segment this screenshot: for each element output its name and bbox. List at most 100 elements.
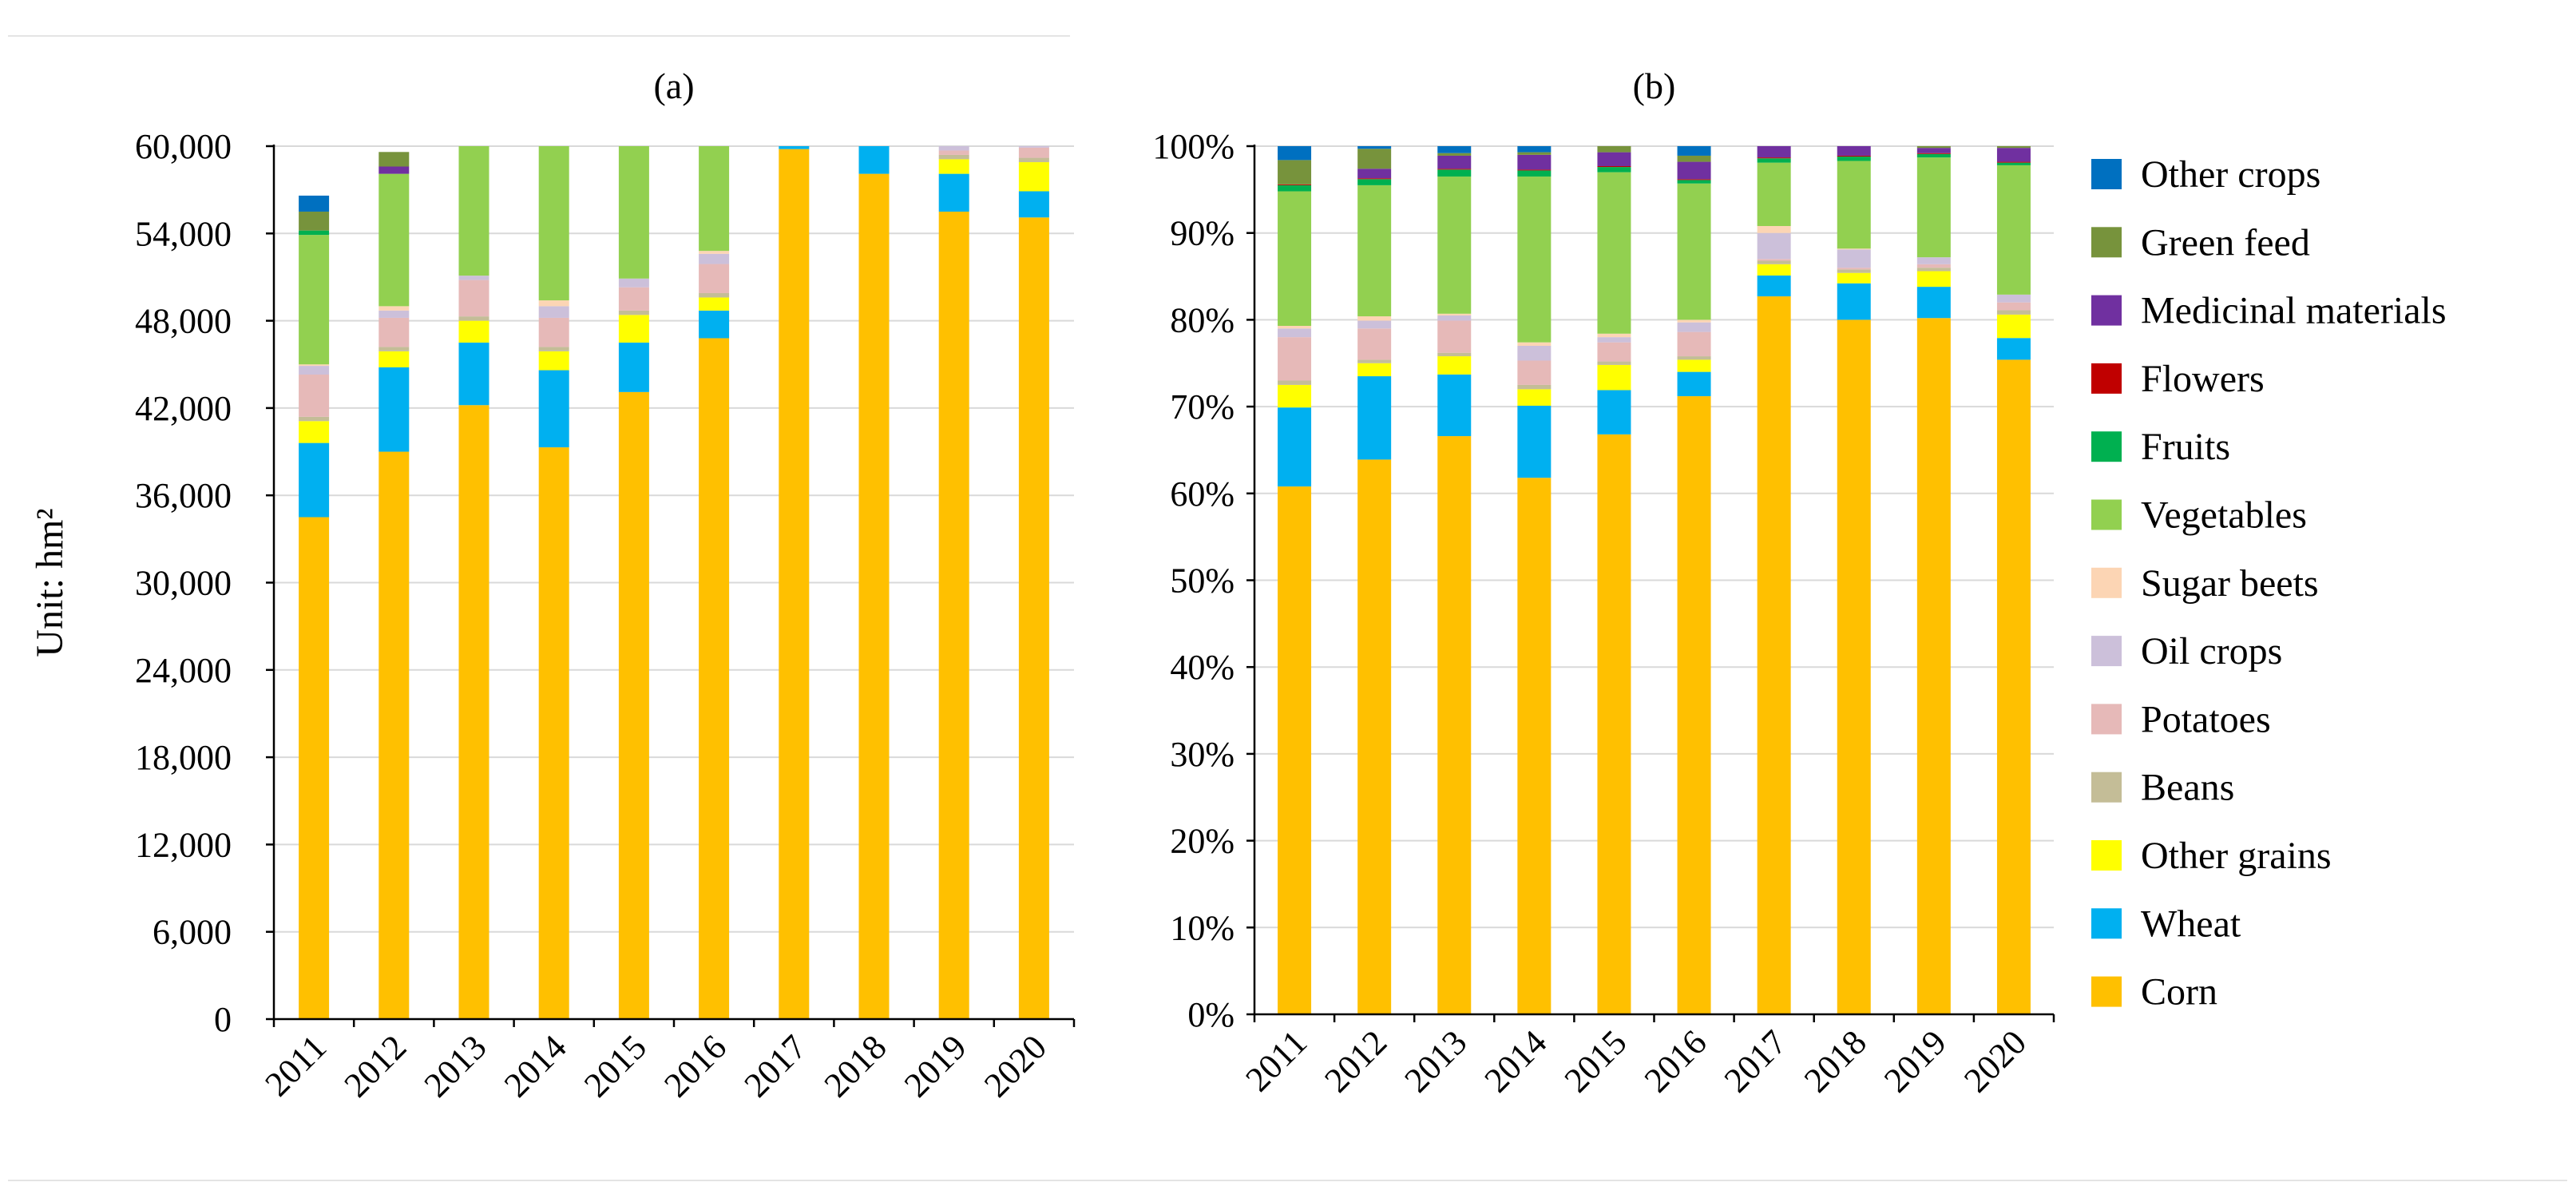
bar-segment-green-feed-2011 <box>1278 160 1312 184</box>
bar-segment-vegetables-2012 <box>378 173 410 307</box>
bar-segment-wheat-2018 <box>858 146 890 174</box>
chart-title-b: (b) <box>1633 65 1676 106</box>
bar-segment-corn-2012 <box>378 451 410 1019</box>
bar-segment-sugar-beets-2016 <box>699 251 730 254</box>
bar-segment-other-grains-2019 <box>1916 271 1951 288</box>
bar-segment-corn-2019 <box>938 211 969 1020</box>
bar-segment-beans-2019 <box>1916 268 1951 272</box>
bar-segment-other-grains-2011 <box>1278 384 1312 408</box>
bar-segment-oil-crops-2015 <box>618 278 649 288</box>
bar-segment-other-crops-2016 <box>1677 146 1711 156</box>
bar-segment-potatoes-2016 <box>1677 331 1711 357</box>
bar-segment-green-feed-2012 <box>1357 149 1392 169</box>
bar-segment-vegetables-2015 <box>1597 172 1631 334</box>
bar-segment-corn-2019 <box>1916 318 1951 1014</box>
bar-segment-corn-2016 <box>699 338 730 1020</box>
bar-segment-corn-2017 <box>779 149 810 1020</box>
bar-segment-beans-2018 <box>1837 269 1871 273</box>
legend-swatch-medicinal-materials <box>2091 295 2122 326</box>
bar-segment-fruits-2011 <box>299 230 330 236</box>
bar-segment-potatoes-2012 <box>1357 328 1392 360</box>
y-tick-label: 80% <box>1170 300 1234 339</box>
bar-segment-other-grains-2012 <box>1357 363 1392 377</box>
y-tick-label: 20% <box>1170 822 1234 861</box>
bar-segment-other-grains-2017 <box>1757 264 1791 276</box>
bar-segment-flowers-2016 <box>1677 179 1711 180</box>
bar-segment-corn-2015 <box>1597 434 1631 1014</box>
y-tick-label: 30,000 <box>135 564 232 603</box>
legend-label-wheat: Wheat <box>2141 902 2241 945</box>
y-tick-label: 10% <box>1170 908 1234 947</box>
bar-segment-potatoes-2013 <box>1437 320 1472 353</box>
bar-segment-potatoes-2016 <box>699 264 730 293</box>
y-tick-label: 12,000 <box>135 825 232 864</box>
y-tick-label: 42,000 <box>135 389 232 428</box>
bar-segment-fruits-2014 <box>1517 170 1552 177</box>
x-tick-label: 2013 <box>417 1027 494 1105</box>
bar-segment-flowers-2020 <box>1996 161 2031 163</box>
y-tick-label: 50% <box>1170 561 1234 601</box>
bar-segment-potatoes-2020 <box>1996 302 2031 311</box>
x-tick-label: 2015 <box>577 1027 654 1105</box>
bar-segment-potatoes-2011 <box>1278 337 1312 381</box>
bar-segment-potatoes-2014 <box>538 317 569 347</box>
bar-segment-medicinal-materials-2013 <box>1437 155 1472 169</box>
bar-segment-medicinal-materials-2016 <box>1677 161 1711 180</box>
bar-segment-wheat-2020 <box>1018 191 1049 218</box>
y-tick-label: 60% <box>1170 474 1234 514</box>
bar-segment-fruits-2015 <box>1597 167 1631 173</box>
x-tick-label: 2020 <box>977 1027 1054 1105</box>
bar-segment-oil-crops-2012 <box>378 310 410 318</box>
bar-segment-fruits-2011 <box>1278 184 1312 192</box>
bar-segment-flowers-2014 <box>1517 169 1552 171</box>
x-tick-label: 2016 <box>1637 1022 1714 1100</box>
bar-segment-other-crops-2011 <box>1278 146 1312 161</box>
y-tick-label: 36,000 <box>135 476 232 515</box>
bar-segment-green-feed-2014 <box>1517 152 1552 155</box>
bar-segment-medicinal-materials-2012 <box>1357 169 1392 179</box>
bar-segment-oil-crops-2013 <box>458 276 489 280</box>
y-tick-label: 0% <box>1187 995 1234 1034</box>
bar-segment-sugar-beets-2014 <box>538 300 569 307</box>
bar-segment-fruits-2019 <box>1916 153 1951 158</box>
legend-swatch-fruits <box>2091 431 2122 462</box>
bar-segment-green-feed-2012 <box>378 152 410 167</box>
bar-segment-other-grains-2019 <box>938 159 969 174</box>
bar-segment-wheat-2016 <box>699 310 730 339</box>
bar-segment-oil-crops-2015 <box>1597 337 1631 343</box>
bar-segment-corn-2017 <box>1757 296 1791 1014</box>
bar-segment-wheat-2011 <box>299 442 330 518</box>
bar-segment-flowers-2011 <box>1278 184 1312 185</box>
bar-segment-medicinal-materials-2020 <box>1996 148 2031 162</box>
bar-segment-wheat-2016 <box>1677 371 1711 397</box>
bar-segment-fruits-2020 <box>1996 162 2031 165</box>
legend-swatch-other-crops <box>2091 159 2122 189</box>
x-tick-label: 2013 <box>1397 1022 1474 1100</box>
bar-segment-oil-crops-2011 <box>1278 328 1312 338</box>
bar-segment-wheat-2012 <box>1357 376 1392 460</box>
bar-segment-oil-crops-2018 <box>1837 249 1871 268</box>
bar-segment-potatoes-2013 <box>458 280 489 317</box>
bar-segment-corn-2018 <box>1837 319 1871 1014</box>
legend-label-beans: Beans <box>2141 767 2234 809</box>
bar-segment-beans-2016 <box>1677 356 1711 360</box>
chart-a: (a) 0 6,000 12,000 18,000 24,000 30,000 36,000 4… <box>29 65 1076 1105</box>
legend-swatch-potatoes <box>2091 704 2122 735</box>
bar-segment-other-grains-2020 <box>1996 314 2031 339</box>
bar-segment-fruits-2013 <box>1437 169 1472 177</box>
bar-segment-other-grains-2016 <box>1677 359 1711 372</box>
bar-segment-green-feed-2016 <box>1677 155 1711 162</box>
bar-segment-corn-2020 <box>1996 359 2031 1015</box>
bar-segment-vegetables-2015 <box>618 146 649 279</box>
legend-label-other-crops: Other crops <box>2141 153 2320 196</box>
bar-segment-fruits-2017 <box>1757 158 1791 163</box>
bar-segment-vegetables-2011 <box>299 235 330 365</box>
legend-swatch-flowers <box>2091 363 2122 394</box>
bar-segment-oil-crops-2014 <box>1517 346 1552 361</box>
bar-segment-sugar-beets-2016 <box>1677 319 1711 323</box>
bar-segment-fruits-2018 <box>1837 157 1871 161</box>
bar-segment-beans-2014 <box>538 347 569 351</box>
bar-segment-other-grains-2015 <box>618 315 649 343</box>
bar-segment-beans-2011 <box>299 416 330 422</box>
y-tick-label: 0 <box>214 1000 232 1039</box>
